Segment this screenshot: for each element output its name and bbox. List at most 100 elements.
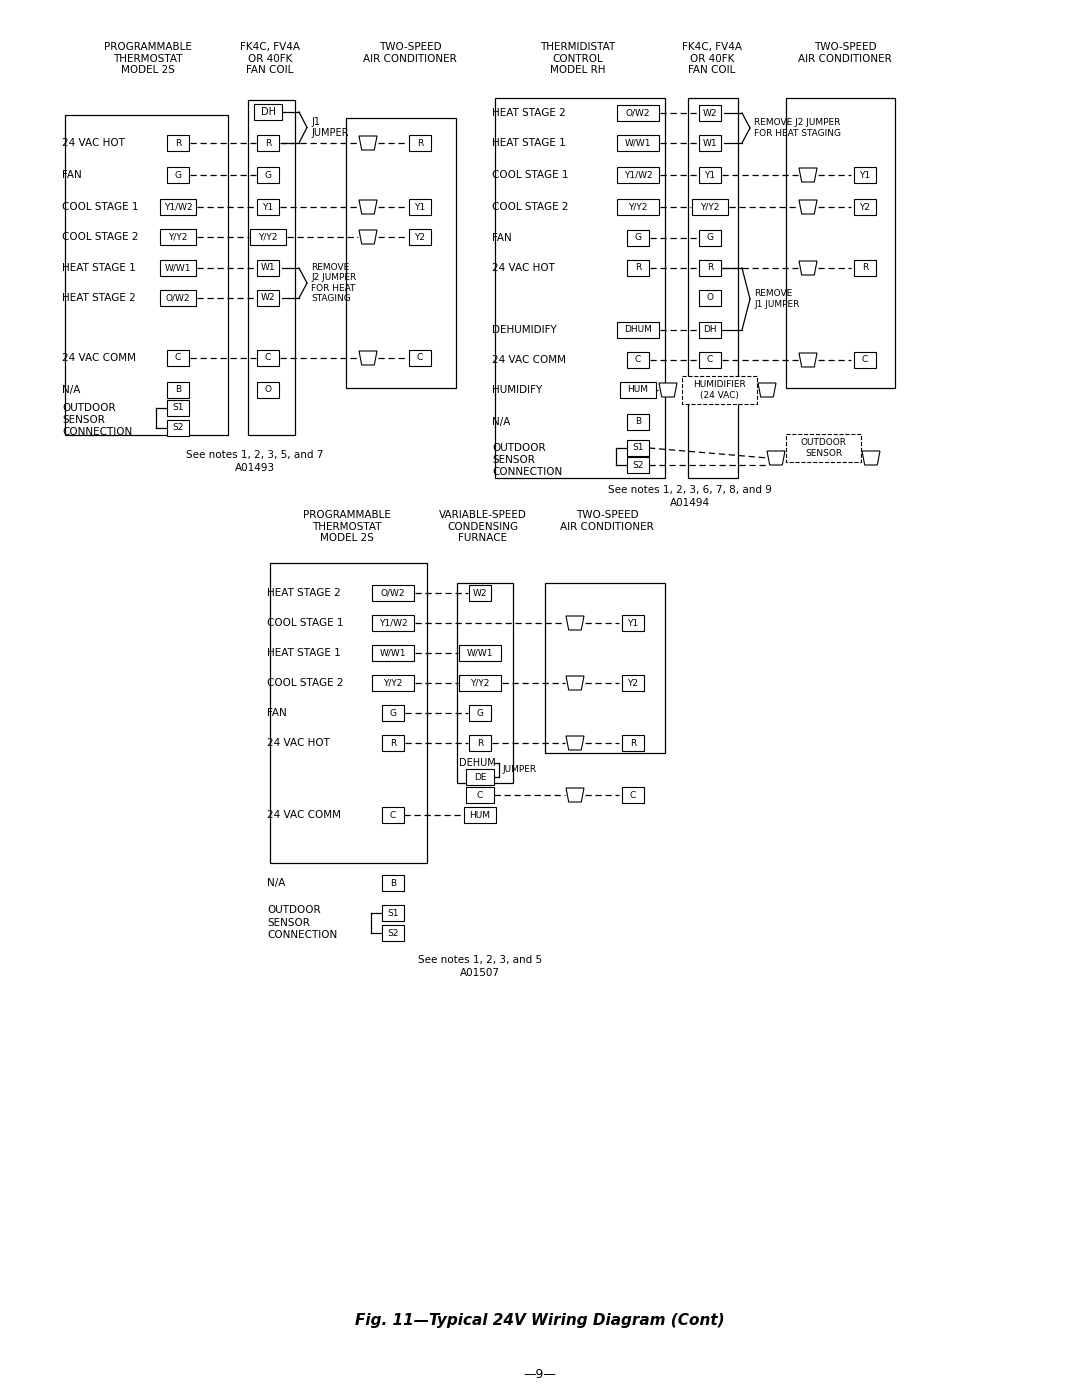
Text: COOL STAGE 2: COOL STAGE 2 <box>267 678 343 687</box>
Polygon shape <box>359 136 377 149</box>
Bar <box>699 260 721 277</box>
Text: FK4C, FV4A
OR 40FK
FAN COIL: FK4C, FV4A OR 40FK FAN COIL <box>681 42 742 75</box>
Text: CONNECTION: CONNECTION <box>62 427 132 437</box>
Text: A01507: A01507 <box>460 968 500 978</box>
Text: W2: W2 <box>473 588 487 598</box>
Text: JUMPER: JUMPER <box>502 766 536 774</box>
Text: C: C <box>390 810 396 820</box>
Bar <box>382 705 404 721</box>
Text: S1: S1 <box>172 404 184 412</box>
Bar <box>786 434 861 462</box>
Text: DEHUM: DEHUM <box>459 759 496 768</box>
Bar <box>160 260 195 277</box>
Bar <box>854 198 876 215</box>
Bar <box>409 351 431 366</box>
Bar <box>257 351 279 366</box>
Text: SENSOR: SENSOR <box>267 918 310 928</box>
Bar <box>167 136 189 151</box>
Text: TWO-SPEED
AIR CONDITIONER: TWO-SPEED AIR CONDITIONER <box>798 42 892 64</box>
Text: R: R <box>707 264 713 272</box>
Bar <box>459 675 501 692</box>
Bar <box>627 352 649 367</box>
Bar <box>457 583 513 782</box>
Text: O: O <box>265 386 271 394</box>
Text: HEAT STAGE 1: HEAT STAGE 1 <box>62 263 136 272</box>
Text: Y/Y2: Y/Y2 <box>629 203 648 211</box>
Text: Y1: Y1 <box>704 170 716 179</box>
Bar <box>627 457 649 474</box>
Text: HEAT STAGE 1: HEAT STAGE 1 <box>267 648 341 658</box>
Text: A01494: A01494 <box>670 497 710 509</box>
Polygon shape <box>359 200 377 214</box>
Bar <box>465 768 494 785</box>
Bar <box>372 615 414 631</box>
Text: OUTDOOR: OUTDOOR <box>492 443 545 453</box>
Text: C: C <box>635 355 642 365</box>
Text: Y/Y2: Y/Y2 <box>168 232 188 242</box>
Text: 24 VAC HOT: 24 VAC HOT <box>492 263 555 272</box>
Text: FAN: FAN <box>492 233 512 243</box>
Text: Y1: Y1 <box>627 619 638 627</box>
Text: G: G <box>175 170 181 179</box>
Text: A01493: A01493 <box>235 462 275 474</box>
Bar <box>699 352 721 367</box>
Bar <box>620 381 656 398</box>
Polygon shape <box>799 353 816 367</box>
Polygon shape <box>758 383 777 397</box>
Text: 24 VAC HOT: 24 VAC HOT <box>267 738 329 747</box>
Text: REMOVE
J2 JUMPER
FOR HEAT
STAGING: REMOVE J2 JUMPER FOR HEAT STAGING <box>311 263 356 303</box>
Bar <box>699 105 721 122</box>
Text: OUTDOOR: OUTDOOR <box>62 402 116 414</box>
Bar <box>382 807 404 823</box>
Bar <box>699 321 721 338</box>
Text: W2: W2 <box>703 109 717 117</box>
Text: C: C <box>417 353 423 362</box>
Text: O/W2: O/W2 <box>165 293 190 303</box>
Text: HEAT STAGE 2: HEAT STAGE 2 <box>267 588 341 598</box>
Bar <box>257 198 279 215</box>
Text: 24 VAC HOT: 24 VAC HOT <box>62 138 125 148</box>
Text: J1
JUMPER: J1 JUMPER <box>311 117 349 138</box>
Text: Y1/W2: Y1/W2 <box>164 203 192 211</box>
Text: HEAT STAGE 2: HEAT STAGE 2 <box>492 108 566 117</box>
Text: HUM: HUM <box>627 386 648 394</box>
Bar <box>346 117 456 388</box>
Text: Y/Y2: Y/Y2 <box>470 679 489 687</box>
Bar <box>469 585 491 601</box>
Bar <box>465 787 494 803</box>
Text: PROGRAMMABLE
THERMOSTAT
MODEL 2S: PROGRAMMABLE THERMOSTAT MODEL 2S <box>303 510 391 543</box>
Bar <box>409 136 431 151</box>
Text: S1: S1 <box>388 908 399 918</box>
Text: S2: S2 <box>388 929 399 937</box>
Text: DEHUMIDIFY: DEHUMIDIFY <box>492 326 557 335</box>
Bar <box>257 381 279 398</box>
Text: —9—: —9— <box>524 1369 556 1382</box>
Text: HUM: HUM <box>470 810 490 820</box>
Text: R: R <box>390 739 396 747</box>
Bar <box>65 115 228 434</box>
Bar <box>854 352 876 367</box>
Polygon shape <box>359 231 377 244</box>
Polygon shape <box>799 200 816 214</box>
Text: DH: DH <box>703 326 717 334</box>
Bar <box>464 807 496 823</box>
Bar <box>257 291 279 306</box>
Bar <box>409 198 431 215</box>
Text: Y1/W2: Y1/W2 <box>623 170 652 179</box>
Text: COOL STAGE 2: COOL STAGE 2 <box>492 203 568 212</box>
Bar <box>854 168 876 183</box>
Polygon shape <box>799 261 816 275</box>
Text: N/A: N/A <box>62 386 80 395</box>
Text: Y/Y2: Y/Y2 <box>700 203 719 211</box>
Text: Y1: Y1 <box>415 203 426 211</box>
Text: Y/Y2: Y/Y2 <box>258 232 278 242</box>
Text: FAN: FAN <box>62 170 82 180</box>
Text: B: B <box>175 386 181 394</box>
Text: OUTDOOR: OUTDOOR <box>267 905 321 915</box>
Bar <box>257 260 279 277</box>
Text: THERMIDISTAT
CONTROL
MODEL RH: THERMIDISTAT CONTROL MODEL RH <box>540 42 616 75</box>
Text: C: C <box>630 791 636 799</box>
Polygon shape <box>566 736 584 750</box>
Text: See notes 1, 2, 3, 5, and 7: See notes 1, 2, 3, 5, and 7 <box>187 450 324 460</box>
Text: Y1: Y1 <box>860 170 870 179</box>
